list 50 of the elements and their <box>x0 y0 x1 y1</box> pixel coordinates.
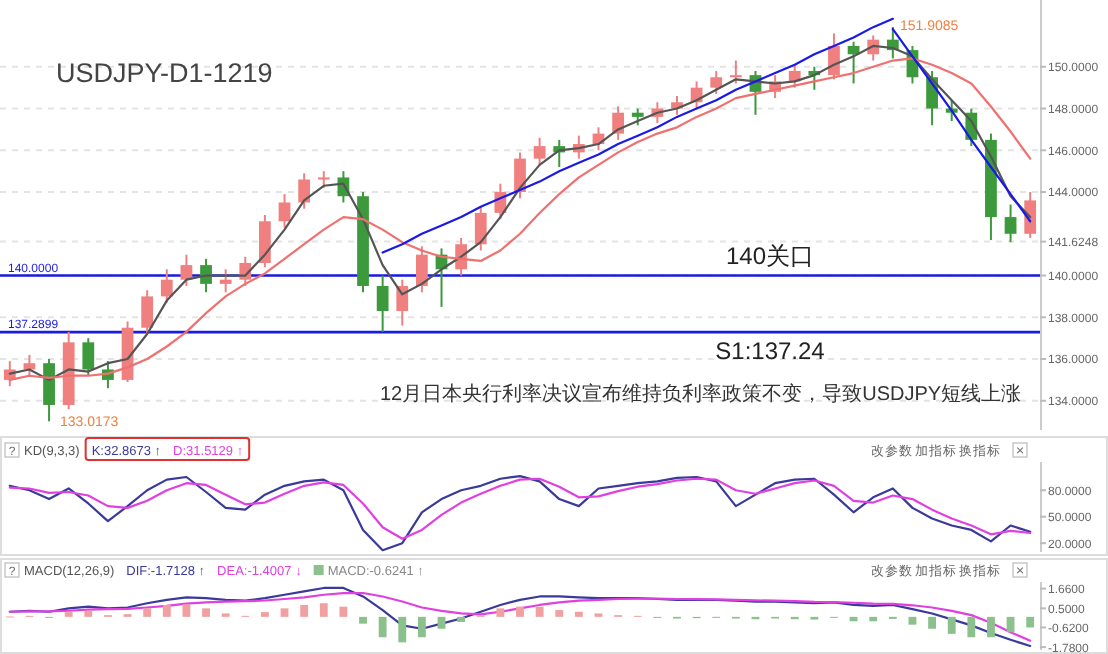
candlestick <box>710 69 723 95</box>
bar <box>339 606 348 617</box>
bar <box>496 608 505 617</box>
bar <box>437 616 446 629</box>
candlestick <box>474 205 487 252</box>
candlestick <box>376 274 389 333</box>
bar <box>300 604 309 617</box>
candlestick <box>82 337 95 377</box>
candlestick <box>729 59 742 85</box>
text: 12月日本央行利率决议宣布维持负利率政策不变，导致USDJPY短线上涨 <box>380 382 1022 406</box>
bar <box>398 616 407 643</box>
candlestick <box>416 245 428 294</box>
candlestick <box>1004 203 1017 244</box>
bar <box>967 616 976 638</box>
candlestick <box>141 289 154 335</box>
candlestick <box>278 193 291 229</box>
text: USDJPY-D1-1219 <box>56 58 273 88</box>
bar <box>849 616 858 622</box>
bar <box>280 608 289 617</box>
candlestick <box>43 358 55 423</box>
bar <box>143 608 152 617</box>
candlestick <box>259 214 271 269</box>
candlestick <box>219 268 232 294</box>
bar <box>359 616 367 624</box>
bar <box>555 610 564 617</box>
bar <box>84 610 93 617</box>
candlestick <box>612 105 624 141</box>
annotation: S1:137.24 <box>715 337 826 366</box>
bar <box>535 606 544 617</box>
bar <box>947 616 956 634</box>
bar <box>908 616 917 625</box>
candlestick <box>298 172 311 210</box>
bar <box>417 616 426 638</box>
bar <box>319 603 328 617</box>
bar <box>987 616 995 638</box>
bar <box>516 606 524 617</box>
bar <box>182 604 191 617</box>
bar <box>457 616 466 622</box>
bar <box>202 608 210 617</box>
line-series <box>8 475 1032 552</box>
candlestick <box>533 136 546 166</box>
bar <box>162 604 171 617</box>
bar <box>574 611 583 617</box>
annotation: 140关口 <box>725 241 815 270</box>
bar <box>378 616 387 638</box>
bar <box>1026 616 1035 628</box>
line-series <box>8 477 1032 540</box>
bar <box>928 616 936 629</box>
candlestick <box>160 268 173 304</box>
bar <box>869 616 878 622</box>
